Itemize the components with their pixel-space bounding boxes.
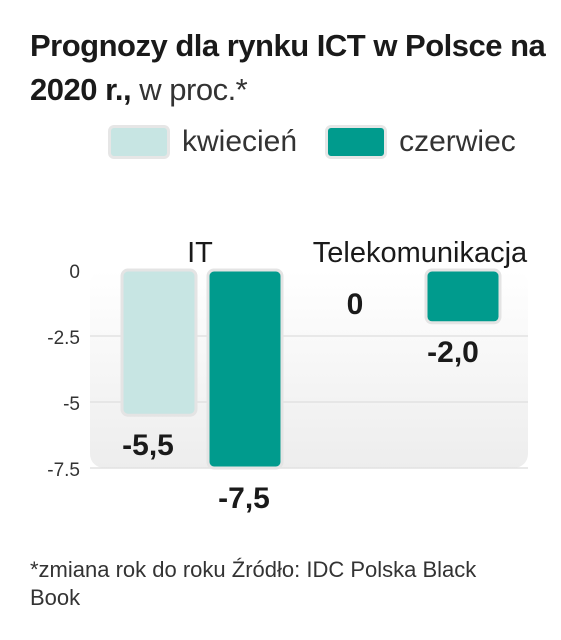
chart-title-unit: w proc.*	[131, 72, 248, 107]
y-tick-label: -2.5	[47, 328, 80, 349]
legend: kwiecień czerwiec	[108, 122, 544, 162]
bar-it-kwiecien	[120, 268, 198, 417]
data-label-it-czerwiec: -7,5	[218, 482, 270, 515]
y-tick-label: -7.5	[47, 460, 80, 481]
footnote: *zmiana rok do roku Źródło: IDC Polska B…	[30, 557, 477, 610]
plot-area	[90, 270, 528, 468]
legend-item-czerwiec: czerwiec	[325, 125, 516, 159]
legend-label-czerwiec: czerwiec	[399, 125, 516, 158]
legend-label-kwiecien: kwiecień	[182, 125, 298, 158]
bar-telekomunikacja-czerwiec	[424, 268, 502, 325]
category-label-it: IT	[187, 237, 213, 269]
y-tick-label: -5	[63, 394, 80, 415]
data-label-it-kwiecien: -5,5	[122, 429, 174, 462]
category-label-telekomunikacja: Telekomunikacja	[313, 237, 528, 269]
chart-title: Prognozy dla rynku ICT w Polsce na 2020 …	[30, 24, 550, 112]
legend-item-kwiecien: kwiecień	[108, 125, 297, 159]
y-tick-label: 0	[69, 262, 80, 283]
chart-title-bold: Prognozy dla rynku ICT w Polsce na 2020 …	[30, 28, 546, 107]
data-label-telekomunikacja-czerwiec: -2,0	[427, 336, 479, 369]
legend-swatch-kwiecien	[108, 125, 170, 159]
data-label-telekomunikacja-kwiecien: 0	[347, 288, 364, 321]
bar-it-czerwiec	[206, 268, 284, 470]
legend-swatch-czerwiec	[325, 125, 388, 159]
